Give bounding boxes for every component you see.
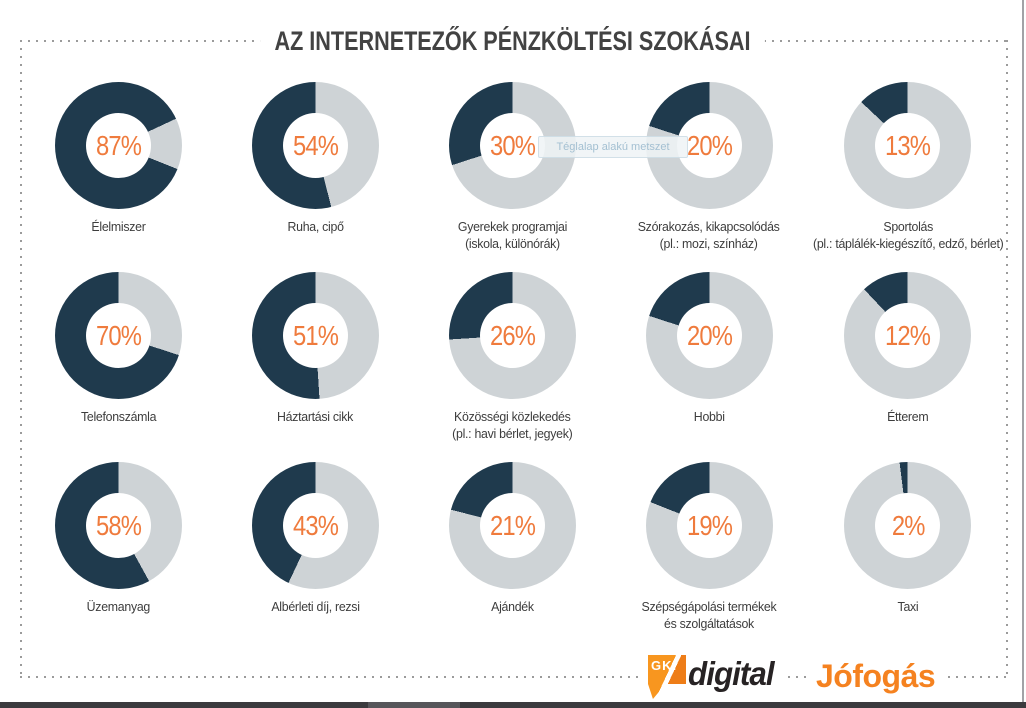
donut-ring: 12% bbox=[844, 272, 972, 399]
page-title: AZ INTERNETEZŐK PÉNZKÖLTÉSI SZOKÁSAI bbox=[260, 24, 766, 59]
jofogas-wordmark: Jófogás bbox=[816, 658, 936, 694]
gki-mark-text: GKI bbox=[651, 658, 678, 673]
donut-chart-cell: 13% Sportolás (pl.: táplálék-kiegészítő, e… bbox=[808, 60, 1008, 251]
donut-chart-cell: 21% Ajándék bbox=[414, 440, 611, 630]
donut-ring: 87% bbox=[54, 82, 182, 209]
donut-hole: 26% bbox=[479, 303, 545, 368]
jofogas-logo: Jófogás bbox=[806, 654, 946, 698]
donut-ring: 13% bbox=[844, 82, 972, 209]
donut-chart-grid: 87% Élelmiszer 54% Ruha, cipő 30% Gyerekek pr… bbox=[20, 60, 1008, 631]
donut-label: Élelmiszer bbox=[91, 219, 146, 234]
donut-hole: 54% bbox=[282, 113, 348, 178]
frame-border-right bbox=[1006, 40, 1008, 678]
donut-label: Telefonszámla bbox=[80, 409, 157, 424]
donut-hole: 13% bbox=[875, 113, 941, 178]
donut-label: Étterem bbox=[887, 409, 929, 424]
donut-chart-cell: 12% Étterem bbox=[808, 250, 1008, 440]
donut-percent-value: 54% bbox=[292, 129, 339, 161]
donut-ring: 19% bbox=[645, 462, 773, 589]
donut-ring: 20% bbox=[645, 82, 773, 209]
donut-percent-value: 20% bbox=[686, 319, 733, 351]
donut-percent-value: 43% bbox=[292, 509, 339, 541]
infographic-header: AZ INTERNETEZŐK PÉNZKÖLTÉSI SZOKÁSAI bbox=[0, 24, 1026, 59]
donut-ring: 54% bbox=[251, 82, 379, 209]
donut-label: Taxi bbox=[897, 599, 919, 614]
crop-tooltip: Téglalap alakú metszet bbox=[538, 136, 688, 158]
donut-chart-cell: 43% Albérleti díj, rezsi bbox=[217, 440, 414, 630]
donut-label: Szépségápolási termékek és szolgáltatások bbox=[641, 599, 777, 631]
donut-chart-cell: 70% Telefonszámla bbox=[20, 250, 217, 440]
donut-chart-cell: 58% Üzemanyag bbox=[20, 440, 217, 630]
donut-hole: 87% bbox=[85, 113, 151, 178]
donut-percent-value: 58% bbox=[95, 509, 142, 541]
donut-chart-cell: 19% Szépségápolási termékek és szolgáltatá… bbox=[611, 440, 808, 631]
donut-percent-value: 19% bbox=[686, 509, 733, 541]
donut-percent-value: 20% bbox=[686, 129, 733, 161]
donut-ring: 70% bbox=[54, 272, 182, 399]
donut-percent-value: 21% bbox=[489, 509, 536, 541]
donut-hole: 20% bbox=[676, 303, 742, 368]
donut-chart-cell: 54% Ruha, cipő bbox=[217, 60, 414, 250]
donut-ring: 21% bbox=[448, 462, 576, 589]
donut-label: Hobbi bbox=[693, 409, 725, 424]
donut-label: Szórakozás, kikapcsolódás (pl.: mozi, szí… bbox=[638, 219, 781, 251]
donut-label: Albérleti díj, rezsi bbox=[271, 599, 360, 614]
donut-hole: 19% bbox=[676, 493, 742, 558]
donut-percent-value: 13% bbox=[885, 129, 931, 161]
donut-hole: 21% bbox=[479, 493, 545, 558]
donut-label: Ruha, cipő bbox=[287, 219, 344, 234]
donut-hole: 70% bbox=[85, 303, 151, 368]
donut-label: Háztartási cikk bbox=[277, 409, 354, 424]
donut-ring: 26% bbox=[448, 272, 576, 399]
donut-hole: 51% bbox=[282, 303, 348, 368]
donut-percent-value: 87% bbox=[95, 129, 142, 161]
gki-digital-wordmark: digital bbox=[688, 655, 775, 692]
donut-hole: 12% bbox=[875, 303, 941, 368]
donut-chart-cell: 26% Közösségi közlekedés (pl.: havi bérlet… bbox=[414, 250, 611, 441]
frame-border-left bbox=[20, 40, 22, 678]
donut-chart-cell: 51% Háztartási cikk bbox=[217, 250, 414, 440]
donut-label: Ajándék bbox=[490, 599, 534, 614]
frame-border-bottom bbox=[20, 676, 1008, 678]
donut-ring: 43% bbox=[251, 462, 379, 589]
donut-chart-cell: 87% Élelmiszer bbox=[20, 60, 217, 250]
donut-hole: 20% bbox=[676, 113, 742, 178]
donut-ring: 2% bbox=[844, 462, 972, 589]
donut-chart-cell: 30% Gyerekek programjai (iskola, különórák… bbox=[414, 60, 611, 251]
crop-tooltip-label: Téglalap alakú metszet bbox=[556, 141, 670, 153]
donut-chart-cell: 2% Taxi bbox=[808, 440, 1008, 630]
donut-hole: 58% bbox=[85, 493, 151, 558]
window-right-edge bbox=[1022, 0, 1024, 702]
donut-ring: 58% bbox=[54, 462, 182, 589]
donut-ring: 51% bbox=[251, 272, 379, 399]
bottom-window-bar-highlight bbox=[368, 702, 460, 708]
donut-label: Üzemanyag bbox=[86, 599, 151, 614]
donut-label: Közösségi közlekedés (pl.: havi bérlet, j… bbox=[452, 409, 573, 441]
donut-percent-value: 26% bbox=[489, 319, 536, 351]
gki-pennant-icon: GKI bbox=[648, 655, 686, 699]
donut-chart-cell: 20% Szórakozás, kikapcsolódás (pl.: mozi, … bbox=[611, 60, 808, 251]
donut-label: Gyerekek programjai (iskola, különórák) bbox=[457, 219, 568, 251]
donut-label: Sportolás (pl.: táplálék-kiegészítő, edző… bbox=[812, 219, 1004, 251]
donut-percent-value: 2% bbox=[891, 509, 925, 541]
donut-hole: 2% bbox=[875, 493, 941, 558]
donut-percent-value: 70% bbox=[95, 319, 142, 351]
donut-percent-value: 30% bbox=[489, 129, 536, 161]
gki-digital-logo: GKI digital bbox=[640, 654, 787, 699]
donut-hole: 43% bbox=[282, 493, 348, 558]
bottom-window-bar bbox=[0, 702, 1026, 708]
donut-percent-value: 12% bbox=[885, 319, 931, 351]
donut-ring: 20% bbox=[645, 272, 773, 399]
donut-hole: 30% bbox=[479, 113, 545, 178]
donut-percent-value: 51% bbox=[292, 319, 339, 351]
donut-chart-cell: 20% Hobbi bbox=[611, 250, 808, 440]
